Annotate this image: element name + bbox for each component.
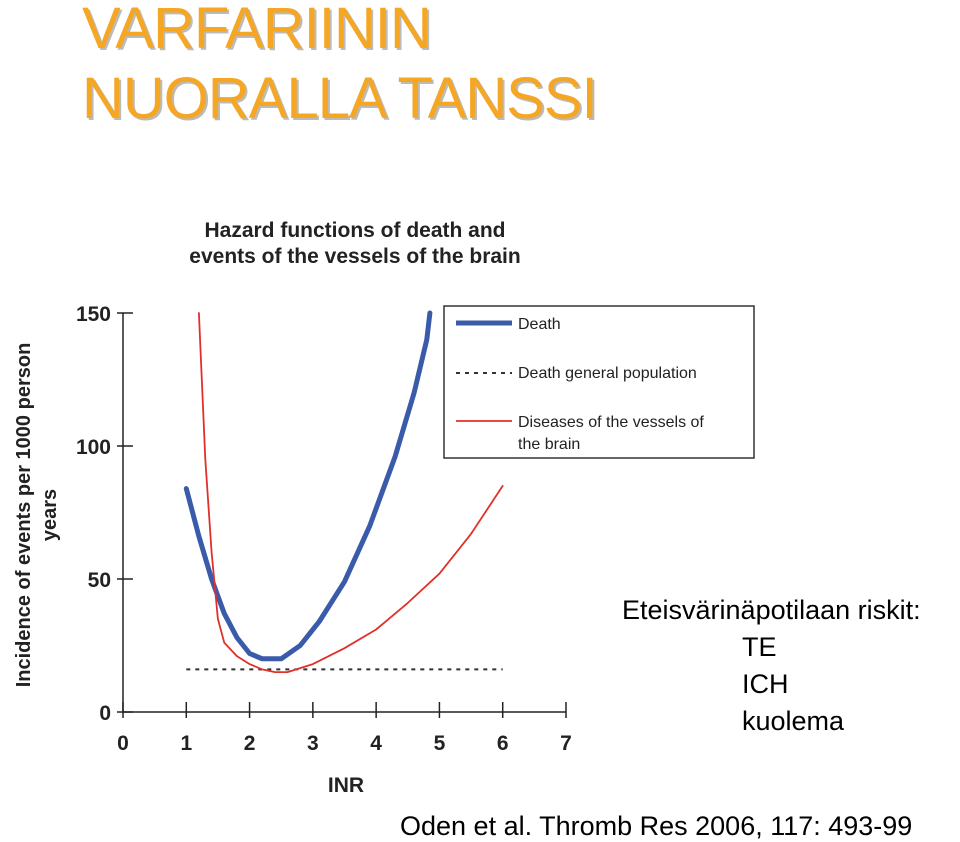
x-tick-label: 4 — [370, 732, 382, 755]
series-line-2 — [198, 312, 504, 673]
legend: Death Death general population Diseases … — [443, 305, 755, 459]
risk-item: TE — [742, 632, 777, 662]
x-tick-label: 3 — [307, 732, 319, 755]
y-tick-label: 0 — [99, 702, 111, 725]
citation: Oden et al. Thromb Res 2006, 117: 493-99 — [400, 811, 913, 841]
y-tick-label: 100 — [76, 436, 111, 459]
chart-title: Hazard functions of death and events of … — [189, 219, 520, 268]
slide-title: VARFARIININ NUORALLA TANSSI — [82, 0, 598, 134]
chart-title-line-1: Hazard functions of death and — [204, 219, 505, 242]
x-axis-label: INR — [328, 774, 364, 797]
x-tick-label: 0 — [117, 732, 129, 755]
chart-title-line-2: events of the vessels of the brain — [189, 245, 520, 268]
series-layer — [183, 310, 504, 673]
series-line-0 — [183, 310, 433, 662]
x-tick-label: 2 — [244, 732, 256, 755]
risk-note-heading: Eteisvärinäpotilaan riskit: — [622, 595, 921, 625]
legend-label-death: Death — [518, 316, 561, 333]
legend-box — [443, 305, 755, 459]
risk-note: Eteisvärinäpotilaan riskit: TE ICH kuole… — [622, 592, 921, 740]
y-axis-label: Incidence of events per 1000 person year… — [13, 343, 61, 688]
x-tick-label: 1 — [180, 732, 192, 755]
x-tick-label: 7 — [560, 732, 572, 755]
slide-title-line-1: VARFARIININ — [82, 0, 432, 61]
legend-label-brain-line-2: the brain — [518, 436, 580, 453]
y-axis-label-line-2: years — [39, 489, 61, 541]
risk-item: ICH — [742, 669, 789, 699]
risk-item: kuolema — [742, 706, 845, 736]
y-tick-label: 50 — [88, 569, 111, 592]
x-tick-label: 5 — [434, 732, 446, 755]
slide-title-line-2: NUORALLA TANSSI — [82, 66, 598, 131]
legend-label-brain-line-1: Diseases of the vessels of — [518, 414, 704, 431]
legend-label-general: Death general population — [518, 365, 697, 382]
x-tick-label: 6 — [497, 732, 509, 755]
y-axis-label-line-1: Incidence of events per 1000 person — [13, 343, 35, 688]
axes: 0 50 100 150 0 1 2 3 4 5 6 7 — [76, 303, 572, 755]
y-tick-label: 150 — [76, 303, 111, 326]
